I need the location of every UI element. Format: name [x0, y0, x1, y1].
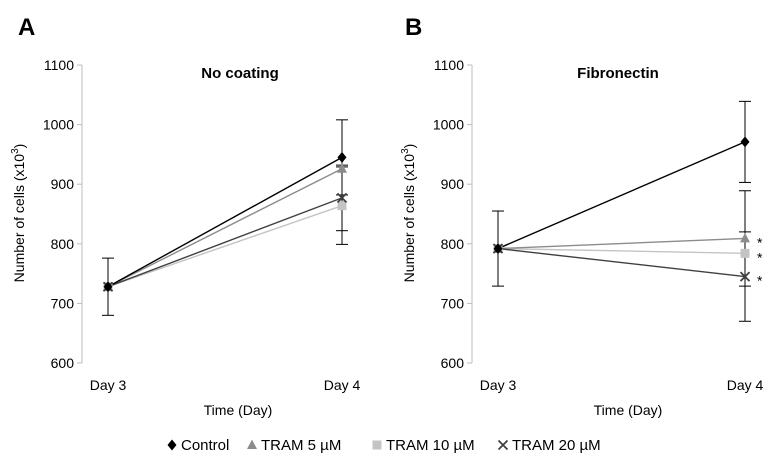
- data-point-tram-5-um: [740, 232, 750, 243]
- data-point-tram-10-um: [740, 248, 750, 258]
- series-line-tram-5-um: [497, 237, 746, 250]
- y-axis-label: Number of cells (x103): [10, 144, 27, 283]
- y-axis-label-text: Number of cells (x10: [401, 154, 417, 283]
- legend-item-tram-10-um: TRAM 10 µM: [372, 437, 475, 454]
- legend-item-tram-5-um: TRAM 5 µM: [247, 437, 341, 454]
- y-axis-label: Number of cells (x103): [400, 144, 417, 283]
- y-axis-label-sup: 3: [10, 148, 21, 154]
- data-point-control: [493, 243, 503, 255]
- y-tick-label: 700: [51, 295, 75, 311]
- y-tick-label: 600: [441, 355, 465, 371]
- significance-asterisk: *: [757, 234, 763, 250]
- legend: Control TRAM 5 µM TRAM 10 µM TRAM 20 µM: [167, 437, 601, 454]
- data-point-control: [103, 281, 113, 293]
- chart-title: No coating: [201, 65, 279, 82]
- series-line-tram-10-um: [497, 247, 746, 255]
- y-axis-label-close: ): [401, 144, 417, 149]
- series-line-tram-5-um: [107, 168, 343, 288]
- legend-item-control: Control: [167, 437, 229, 454]
- y-tick-label: 1100: [44, 57, 74, 73]
- significance-asterisk: *: [757, 249, 763, 265]
- y-tick-label: 800: [441, 236, 465, 252]
- data-point-tram-20-um: [739, 271, 751, 282]
- x-axis-label: Time (Day): [204, 402, 273, 418]
- y-tick-label: 1000: [43, 117, 74, 133]
- legend-label: TRAM 20 µM: [512, 437, 601, 454]
- chart-title: Fibronectin: [577, 65, 659, 82]
- y-axis-label-text: Number of cells (x10: [11, 154, 27, 283]
- data-point-tram-5-um: [337, 163, 347, 173]
- panel-a: A No coating 600 700 800 900 1000 1100 Day 3 Day …: [10, 14, 360, 418]
- data-point-tram-10-um: [337, 201, 347, 211]
- data-point-control: [337, 151, 347, 163]
- y-tick-label: 900: [441, 176, 465, 192]
- x-tick-label: Day 3: [90, 377, 127, 393]
- y-axis-label-sup: 3: [400, 148, 411, 154]
- panel-letter: A: [18, 14, 35, 41]
- legend-marker-x-icon: [497, 439, 509, 451]
- series-line-tram-20-um: [497, 247, 746, 278]
- panel-letter: B: [405, 14, 422, 41]
- y-tick-label: 700: [441, 295, 465, 311]
- y-axis-label-close: ): [11, 144, 27, 149]
- panel-b: B Fibronectin 600 700 800 900 1000 1100 Day 3 Day…: [400, 14, 763, 418]
- series-line-tram-10-um: [107, 204, 343, 288]
- y-tick-label: 1000: [433, 117, 464, 133]
- y-tick-label: 1100: [434, 57, 464, 73]
- y-tick-label: 600: [51, 355, 75, 371]
- legend-label: TRAM 5 µM: [261, 437, 341, 454]
- legend-label: TRAM 10 µM: [386, 437, 475, 454]
- series-line-control: [107, 156, 343, 288]
- y-tick-label: 800: [51, 236, 75, 252]
- legend-marker-square-icon: [372, 440, 382, 450]
- series-line-tram-20-um: [107, 197, 343, 288]
- x-tick-label: Day 4: [324, 377, 361, 393]
- series-line-control: [497, 141, 746, 250]
- legend-label: Control: [181, 437, 229, 454]
- legend-marker-triangle-icon: [247, 439, 257, 449]
- x-axis-label: Time (Day): [594, 402, 663, 418]
- data-point-control: [740, 136, 750, 148]
- y-tick-label: 900: [51, 176, 75, 192]
- x-tick-label: Day 4: [727, 377, 764, 393]
- legend-marker-diamond-icon: [167, 439, 177, 451]
- legend-item-tram-20-um: TRAM 20 µM: [497, 437, 601, 454]
- x-tick-label: Day 3: [480, 377, 517, 393]
- significance-asterisk: *: [757, 273, 763, 289]
- data-point-tram-20-um: [336, 192, 348, 204]
